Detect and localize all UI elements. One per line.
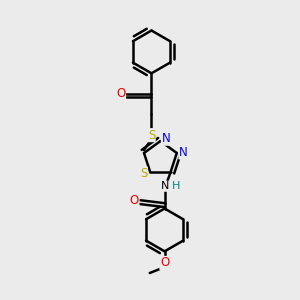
Text: O: O bbox=[116, 87, 125, 100]
Text: O: O bbox=[130, 194, 139, 207]
Text: O: O bbox=[160, 256, 169, 269]
Text: N: N bbox=[179, 146, 188, 159]
Text: N: N bbox=[160, 181, 169, 191]
Text: S: S bbox=[148, 129, 155, 142]
Text: N: N bbox=[161, 132, 170, 145]
Text: H: H bbox=[171, 181, 180, 191]
Text: S: S bbox=[140, 167, 147, 180]
